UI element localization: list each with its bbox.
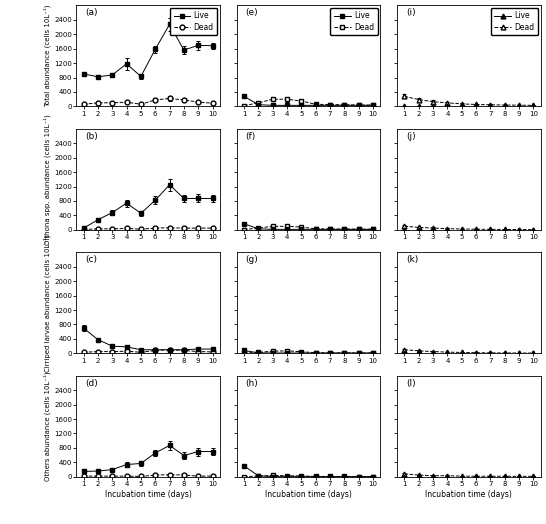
Legend: Live, Dead: Live, Dead	[330, 7, 378, 36]
Text: (c): (c)	[85, 255, 97, 264]
Y-axis label: Others abundance (cells 10L⁻¹): Others abundance (cells 10L⁻¹)	[44, 372, 51, 481]
Text: (b): (b)	[85, 132, 98, 141]
Text: (j): (j)	[406, 132, 416, 141]
Legend: Live, Dead: Live, Dead	[491, 7, 538, 36]
Text: (h): (h)	[246, 379, 258, 388]
Text: (a): (a)	[85, 8, 98, 17]
Legend: Live, Dead: Live, Dead	[170, 7, 217, 36]
Text: (d): (d)	[85, 379, 98, 388]
Y-axis label: Oithona spp. abundance (cells 10L⁻¹): Oithona spp. abundance (cells 10L⁻¹)	[44, 114, 51, 245]
X-axis label: Incubation time (days): Incubation time (days)	[105, 490, 192, 499]
X-axis label: Incubation time (days): Incubation time (days)	[425, 490, 512, 499]
Text: (f): (f)	[246, 132, 256, 141]
Text: (e): (e)	[246, 8, 258, 17]
Text: (g): (g)	[246, 255, 258, 264]
X-axis label: Incubation time (days): Incubation time (days)	[265, 490, 352, 499]
Text: (l): (l)	[406, 379, 416, 388]
Y-axis label: Total abundance (cells 10L⁻¹): Total abundance (cells 10L⁻¹)	[44, 5, 51, 107]
Text: (i): (i)	[406, 8, 416, 17]
Text: (k): (k)	[406, 255, 418, 264]
Y-axis label: Cirriped larvae abundance (cells 10L⁻¹): Cirriped larvae abundance (cells 10L⁻¹)	[44, 234, 51, 372]
